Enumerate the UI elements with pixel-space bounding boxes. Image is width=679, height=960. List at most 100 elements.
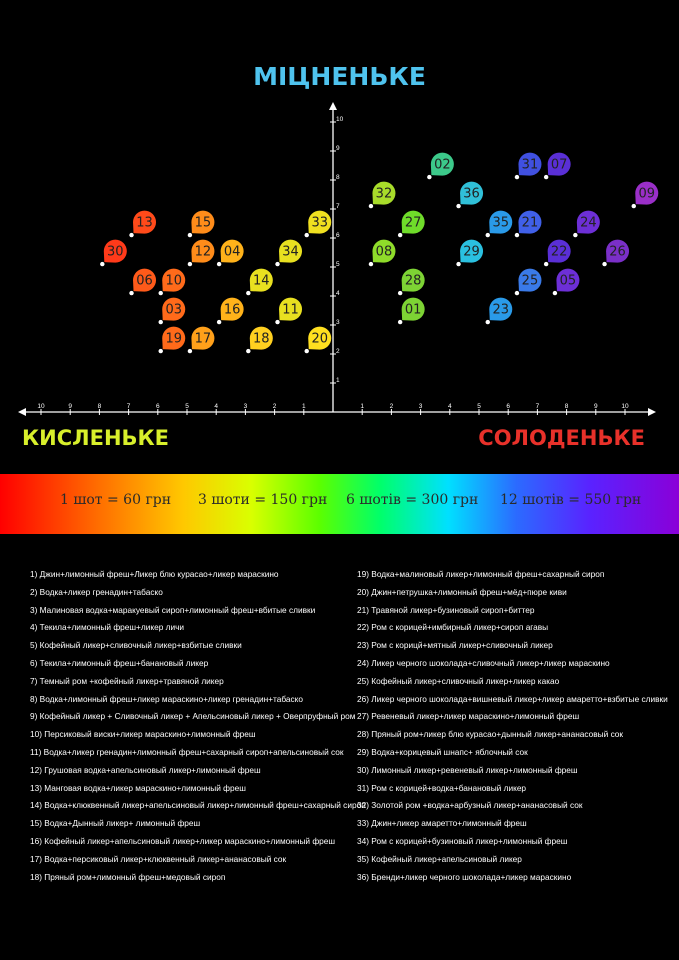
point-marker xyxy=(547,152,571,176)
recipe-item: 33) Джин+ликер амаретто+лимонный фреш xyxy=(357,818,527,829)
x-axis-label-right: СОЛОДЕНЬКЕ xyxy=(478,426,645,450)
cocktail-point-01: 01 xyxy=(397,297,425,325)
cocktail-point-07: 07 xyxy=(543,152,571,180)
x-tick-label: 4 xyxy=(214,403,218,410)
point-marker xyxy=(401,297,425,321)
point-marker xyxy=(547,239,571,263)
y-axis-arrow xyxy=(329,102,337,110)
recipe-item: 29) Водка+корицевый шнапс+ яблочный сок xyxy=(357,746,528,757)
cocktail-point-18: 18 xyxy=(246,326,273,354)
point-marker xyxy=(489,297,513,321)
recipe-item: 6) Текила+лимонный фреш+банановый ликер xyxy=(30,657,209,668)
cocktail-point-06: 06 xyxy=(129,268,157,296)
point-marker xyxy=(401,210,425,234)
point-label: 31 xyxy=(522,158,539,173)
point-dot xyxy=(129,290,134,296)
x-tick-label: 9 xyxy=(68,403,72,410)
y-tick-label: 1 xyxy=(336,377,340,384)
y-tick-label: 4 xyxy=(336,290,340,297)
cocktail-point-16: 16 xyxy=(216,297,244,325)
recipe-column-left: 1) Джин+лимонный фреш+Ликер блю курасао+… xyxy=(30,566,366,886)
y-tick-label: 9 xyxy=(336,145,340,152)
point-marker xyxy=(220,239,244,263)
y-tick-label: 6 xyxy=(336,232,340,239)
point-marker xyxy=(133,210,157,234)
point-dot xyxy=(543,261,549,267)
point-marker xyxy=(460,181,484,205)
point-dot xyxy=(427,174,432,180)
point-label: 32 xyxy=(376,187,393,202)
point-label: 10 xyxy=(165,274,182,289)
recipe-item: 1) Джин+лимонный фреш+Ликер блю курасао+… xyxy=(30,569,279,579)
point-marker xyxy=(279,239,303,263)
recipe-item: 21) Травяной ликер+бузиновый сироп+битте… xyxy=(357,604,535,615)
point-marker xyxy=(372,239,396,263)
point-marker xyxy=(401,268,425,292)
point-label: 27 xyxy=(405,216,422,231)
y-tick-label: 2 xyxy=(336,348,340,355)
x-tick-label: 5 xyxy=(477,403,481,410)
y-tick-label: 5 xyxy=(336,261,340,268)
point-dot xyxy=(514,174,520,180)
point-label: 18 xyxy=(253,332,270,347)
cocktail-point-35: 35 xyxy=(485,210,513,238)
point-marker xyxy=(460,239,484,263)
recipe-item: 34) Ром с корицей+бузиновый ликер+лимонн… xyxy=(357,835,568,846)
point-marker xyxy=(191,210,215,234)
cocktail-point-13: 13 xyxy=(129,210,157,238)
cocktail-point-24: 24 xyxy=(573,210,600,238)
cocktail-point-10: 10 xyxy=(158,268,186,296)
cocktail-point-25: 25 xyxy=(514,268,542,296)
price-6-shots: 6 шотів = 300 грн xyxy=(346,492,479,508)
point-dot xyxy=(397,290,403,296)
x-tick-label: 4 xyxy=(448,403,452,410)
point-dot xyxy=(187,232,193,238)
point-label: 19 xyxy=(165,332,182,347)
point-dot xyxy=(158,319,163,325)
recipe-item: 27) Ревеневый ликер+ликер мараскино+лимо… xyxy=(357,711,580,722)
recipe-item: 18) Пряный ром+лимонный фреш+медовый сир… xyxy=(30,871,226,882)
cocktail-point-05: 05 xyxy=(552,268,580,296)
cocktail-point-11: 11 xyxy=(275,297,303,325)
point-dot xyxy=(216,319,222,325)
point-dot xyxy=(246,348,251,354)
point-label: 05 xyxy=(560,274,577,289)
recipe-item: 2) Водка+ликер гренадин+табаско xyxy=(30,586,163,597)
cocktail-point-32: 32 xyxy=(368,181,396,209)
cocktail-point-19: 19 xyxy=(158,326,186,354)
point-marker xyxy=(220,297,244,321)
x-tick-label: 5 xyxy=(185,403,189,410)
point-marker xyxy=(635,181,659,205)
point-label: 23 xyxy=(492,303,509,318)
cocktail-point-33: 33 xyxy=(304,210,332,238)
recipe-item: 23) Ром с корицй+мятный ликер+сливочный … xyxy=(357,640,553,651)
point-label: 26 xyxy=(609,245,626,260)
point-marker xyxy=(518,268,542,292)
recipe-item: 15) Водка+Дынный ликер+ лимонный фреш xyxy=(30,818,201,829)
point-dot xyxy=(456,261,461,267)
recipe-item: 20) Джин+петрушка+лимонный фреш+мёд+пюре… xyxy=(357,586,567,597)
point-dot xyxy=(514,290,520,296)
point-dot xyxy=(187,261,193,267)
recipe-item: 14) Водка+клюквенный ликер+апельсиновый … xyxy=(30,800,366,811)
x-axis-label-left: КИСЛЕНЬКЕ xyxy=(22,426,170,450)
recipe-item: 26) Ликер черного шоколада+вишневый лике… xyxy=(357,693,668,704)
point-dot xyxy=(304,348,309,354)
point-label: 25 xyxy=(522,274,539,289)
x-tick-label: 6 xyxy=(156,403,160,410)
x-tick-label: 7 xyxy=(536,403,540,410)
point-dot xyxy=(631,203,636,209)
point-dot xyxy=(275,319,280,325)
cocktail-point-14: 14 xyxy=(246,268,273,296)
point-label: 04 xyxy=(224,245,241,260)
point-label: 08 xyxy=(376,245,393,260)
recipe-item: 7) Темный ром +кофейный ликер+травяной л… xyxy=(30,675,224,686)
chart-title: МІЦНЕНЬКЕ xyxy=(253,62,426,91)
point-marker xyxy=(606,239,630,263)
x-tick-label: 1 xyxy=(360,403,364,410)
recipe-item: 10) Персиковый виски+ликер мараскино+лим… xyxy=(30,729,256,740)
point-dot xyxy=(216,261,222,267)
cocktail-point-15: 15 xyxy=(187,210,215,238)
recipe-item: 9) Кофейный ликер + Сливочный ликер + Ап… xyxy=(30,711,356,722)
